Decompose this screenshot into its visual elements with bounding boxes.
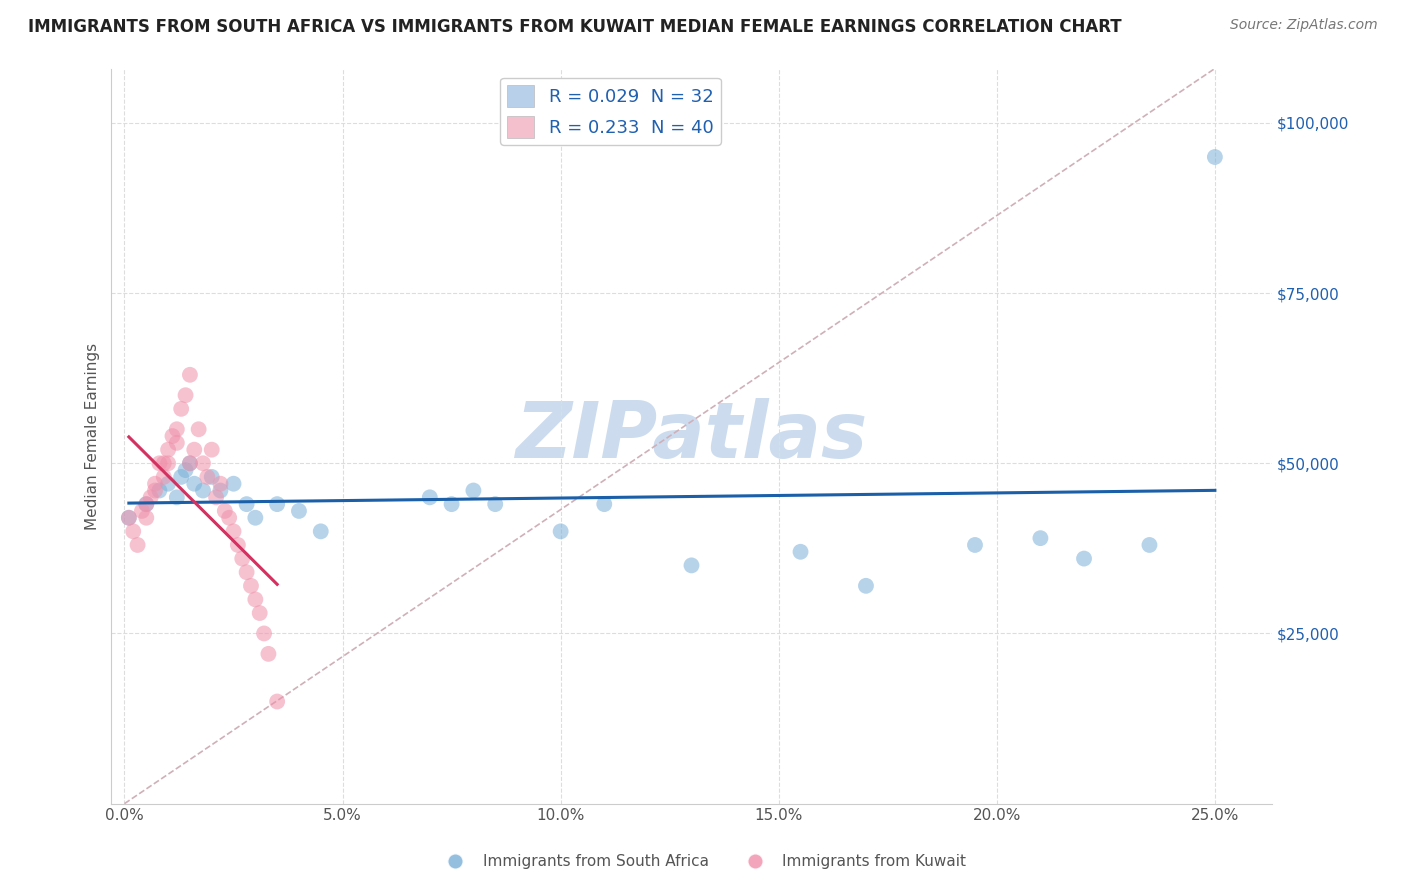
- Point: [152, 470, 174, 484]
- Point: [122, 524, 145, 539]
- Point: [183, 476, 205, 491]
- Point: [257, 647, 280, 661]
- Point: [179, 368, 201, 382]
- Point: [1029, 531, 1052, 545]
- Point: [166, 422, 188, 436]
- Point: [249, 606, 271, 620]
- Point: [266, 497, 288, 511]
- Point: [226, 538, 249, 552]
- Y-axis label: Median Female Earnings: Median Female Earnings: [86, 343, 100, 530]
- Legend: R = 0.029  N = 32, R = 0.233  N = 40: R = 0.029 N = 32, R = 0.233 N = 40: [501, 78, 721, 145]
- Text: Source: ZipAtlas.com: Source: ZipAtlas.com: [1230, 18, 1378, 32]
- Point: [681, 558, 703, 573]
- Point: [157, 456, 180, 470]
- Point: [170, 401, 193, 416]
- Point: [1139, 538, 1161, 552]
- Point: [463, 483, 485, 498]
- Point: [157, 476, 180, 491]
- Point: [309, 524, 332, 539]
- Point: [240, 579, 263, 593]
- Text: IMMIGRANTS FROM SOUTH AFRICA VS IMMIGRANTS FROM KUWAIT MEDIAN FEMALE EARNINGS CO: IMMIGRANTS FROM SOUTH AFRICA VS IMMIGRAN…: [28, 18, 1122, 36]
- Point: [179, 456, 201, 470]
- Point: [855, 579, 877, 593]
- Point: [550, 524, 572, 539]
- Point: [1073, 551, 1095, 566]
- Point: [231, 551, 253, 566]
- Point: [963, 538, 986, 552]
- Point: [195, 470, 218, 484]
- Point: [288, 504, 311, 518]
- Point: [245, 510, 267, 524]
- Point: [166, 491, 188, 505]
- Point: [162, 429, 184, 443]
- Point: [235, 565, 257, 579]
- Legend: Immigrants from South Africa, Immigrants from Kuwait: Immigrants from South Africa, Immigrants…: [434, 848, 972, 875]
- Point: [157, 442, 180, 457]
- Point: [118, 510, 141, 524]
- Point: [789, 545, 811, 559]
- Point: [440, 497, 463, 511]
- Point: [118, 510, 141, 524]
- Point: [214, 504, 236, 518]
- Point: [218, 510, 240, 524]
- Point: [148, 483, 170, 498]
- Point: [166, 435, 188, 450]
- Point: [152, 456, 174, 470]
- Point: [593, 497, 616, 511]
- Point: [484, 497, 506, 511]
- Point: [143, 476, 166, 491]
- Point: [127, 538, 149, 552]
- Text: ZIPatlas: ZIPatlas: [516, 398, 868, 474]
- Point: [191, 456, 214, 470]
- Point: [201, 470, 224, 484]
- Point: [131, 504, 153, 518]
- Point: [266, 694, 288, 708]
- Point: [209, 476, 232, 491]
- Point: [135, 510, 157, 524]
- Point: [174, 463, 197, 477]
- Point: [201, 442, 224, 457]
- Point: [205, 491, 228, 505]
- Point: [209, 483, 232, 498]
- Point: [143, 483, 166, 498]
- Point: [419, 491, 441, 505]
- Point: [235, 497, 257, 511]
- Point: [183, 442, 205, 457]
- Point: [135, 497, 157, 511]
- Point: [135, 497, 157, 511]
- Point: [187, 422, 209, 436]
- Point: [1204, 150, 1226, 164]
- Point: [222, 476, 245, 491]
- Point: [170, 470, 193, 484]
- Point: [245, 592, 267, 607]
- Point: [139, 491, 162, 505]
- Point: [148, 456, 170, 470]
- Point: [179, 456, 201, 470]
- Point: [222, 524, 245, 539]
- Point: [174, 388, 197, 402]
- Point: [253, 626, 276, 640]
- Point: [191, 483, 214, 498]
